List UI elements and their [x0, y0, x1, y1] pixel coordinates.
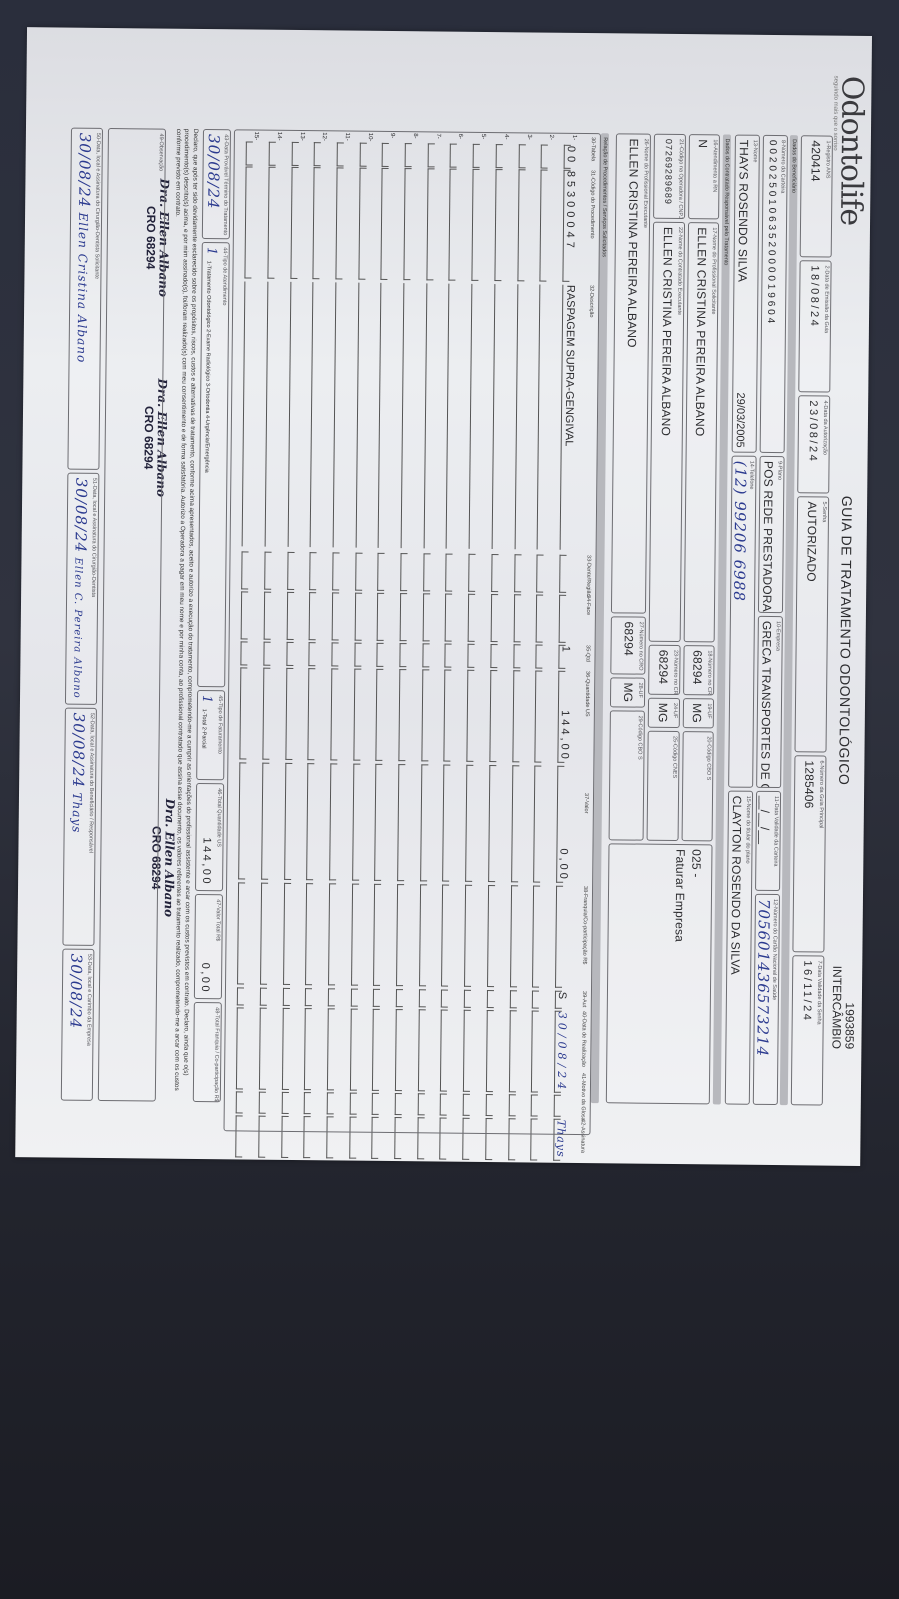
field-tipo-atendimento: 44-Tipo de Atendimento 1 1-Tratamento Odo…	[197, 241, 230, 688]
value: 1	[203, 247, 219, 257]
procedures-table-border	[223, 129, 601, 1136]
value: 0,00	[198, 962, 212, 995]
label: 46-Total Quantidade US	[215, 788, 223, 847]
label: 49-Observação	[157, 133, 164, 172]
field-assinatura-dentista: 51-Data, local e Assinatura do Cirurgião…	[64, 472, 100, 705]
field-assinatura-solicitante: 50-Data, local e Assinatura do Cirurgião…	[67, 127, 103, 470]
signature: Ellen C. Pereira Albano	[71, 557, 84, 699]
label: 47-Valor Total R$	[214, 899, 221, 942]
field-valor-total: 47-Valor Total R$ 0,00	[193, 893, 223, 1000]
value: 30/08/24	[204, 134, 223, 210]
value: 144,00	[200, 837, 213, 887]
field-termino-tratamento: 43-Data Provável Término do Tratamento 30…	[201, 128, 231, 240]
options: 1-Tratamento Odontológico 2-Exame Radiol…	[203, 260, 212, 473]
options: 1-Total 2-Parcial	[200, 708, 207, 749]
label: 48-Total Franquia / Co-participação R$	[212, 1007, 220, 1102]
stamp-name: Dra. Ellen Albano	[161, 798, 177, 918]
treatment-guide-document: Odontolife seguindo mais que o sorriso G…	[15, 27, 873, 1166]
signature-date: 30/08/24	[75, 132, 94, 209]
signature-date: 30/08/24	[71, 477, 91, 554]
field-carimbo-empresa: 53-Data, local e Carimbo da Empresa 30/08…	[60, 948, 95, 1101]
signature-date: 30/08/24	[69, 712, 88, 789]
label: 53-Data, local e Carimbo da Empresa	[85, 953, 93, 1046]
field-observacao: 49-Observação	[97, 128, 166, 1102]
signature: Thays	[69, 792, 85, 834]
field-total-franquia: 48-Total Franquia / Co-participação R$	[192, 1001, 222, 1103]
value: 1	[198, 694, 215, 705]
signature-date: 30/08/24	[66, 953, 86, 1030]
field-assinatura-beneficiario: 52-Data, local e Assinatura do Beneficiá…	[62, 707, 97, 946]
label: 45-Tipo de Faturamento	[216, 695, 224, 755]
field-tipo-faturamento: 45-Tipo de Faturamento 1 1-Total 2-Parcia…	[196, 689, 226, 781]
field-total-us: 46-Total Quantidade US 144,00	[195, 782, 225, 892]
signature: Ellen Cristina Albano	[74, 212, 91, 364]
